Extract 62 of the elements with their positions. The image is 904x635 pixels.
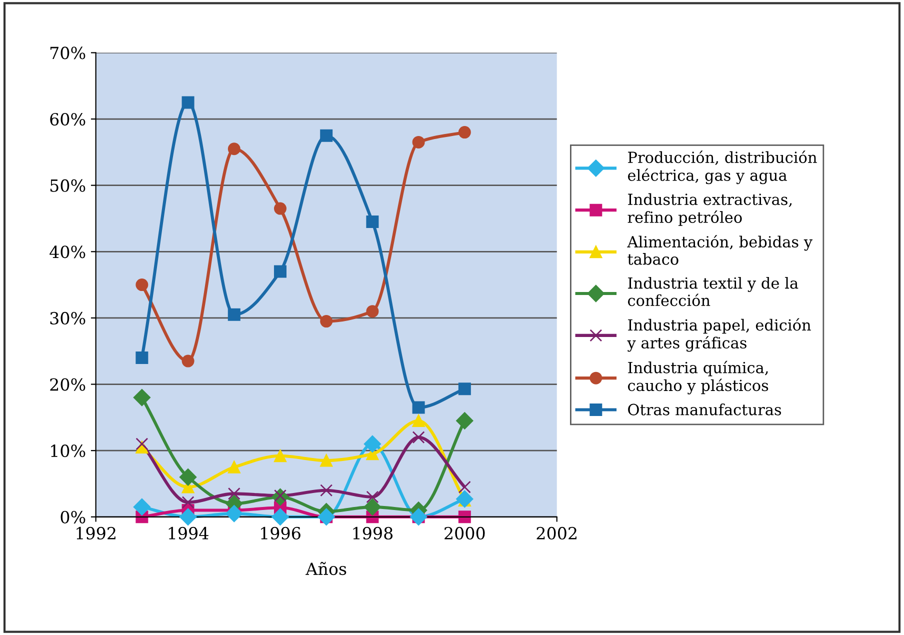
point — [412, 414, 425, 427]
point — [412, 136, 425, 148]
point — [136, 438, 148, 450]
legend-label: Otras manufacturas — [628, 404, 782, 416]
point — [320, 315, 333, 328]
point — [458, 510, 471, 524]
point — [136, 278, 148, 292]
y-tick-label: 10% — [51, 444, 86, 458]
y-tick-label: 40% — [50, 246, 86, 258]
point — [133, 388, 150, 406]
point — [412, 401, 425, 414]
point — [318, 508, 335, 526]
point — [136, 351, 148, 364]
point — [133, 498, 150, 516]
point — [364, 498, 381, 516]
x-axis-title: Años — [306, 562, 346, 576]
y-tick-label: 50% — [50, 179, 86, 192]
point — [228, 460, 240, 474]
point — [456, 490, 474, 508]
legend-label: Industria química, caucho y plásticos — [628, 360, 768, 394]
x-tick-label: 2000 — [444, 526, 485, 540]
legend-label: Industria papel, edición y artes gráficas — [627, 318, 811, 352]
y-tick-label: 30% — [50, 312, 86, 325]
point — [412, 431, 425, 444]
x-tick-label: 1998 — [353, 526, 393, 540]
point — [366, 490, 379, 504]
point — [320, 454, 333, 467]
point — [364, 435, 381, 452]
x-tick-label: 1996 — [261, 526, 300, 540]
point — [274, 450, 286, 462]
point — [179, 508, 197, 526]
point — [320, 484, 333, 497]
point — [228, 487, 240, 500]
point — [182, 496, 194, 509]
legend-label: Alimentación, bebidas y tabaco — [627, 235, 812, 265]
point — [320, 129, 333, 142]
point — [182, 354, 194, 368]
point — [458, 382, 471, 396]
x-tick-label: 1994 — [168, 526, 208, 540]
point — [458, 126, 471, 139]
point — [456, 412, 474, 430]
point — [274, 265, 286, 278]
legend-label: Producción, distribución eléctrica, gas y agua — [628, 150, 817, 184]
point — [226, 505, 243, 522]
point — [366, 305, 379, 318]
point — [410, 508, 428, 526]
y-tick-label: 20% — [50, 378, 86, 391]
y-tick-label: 0% — [60, 510, 86, 524]
point — [272, 508, 289, 526]
point — [366, 216, 379, 228]
point — [182, 96, 194, 109]
point — [274, 202, 286, 215]
point — [228, 142, 240, 156]
point — [228, 308, 240, 321]
legend-label: Industria extractivas, refino petróleo — [628, 193, 792, 226]
x-tick-label: 2002 — [536, 526, 576, 540]
y-tick-label: 60% — [50, 112, 86, 126]
x-tick-label: 1992 — [76, 526, 116, 540]
point — [179, 468, 197, 486]
y-tick-label: 70% — [50, 46, 86, 60]
point — [458, 480, 471, 494]
legend-label: Industria textil y de la confección — [628, 276, 798, 306]
